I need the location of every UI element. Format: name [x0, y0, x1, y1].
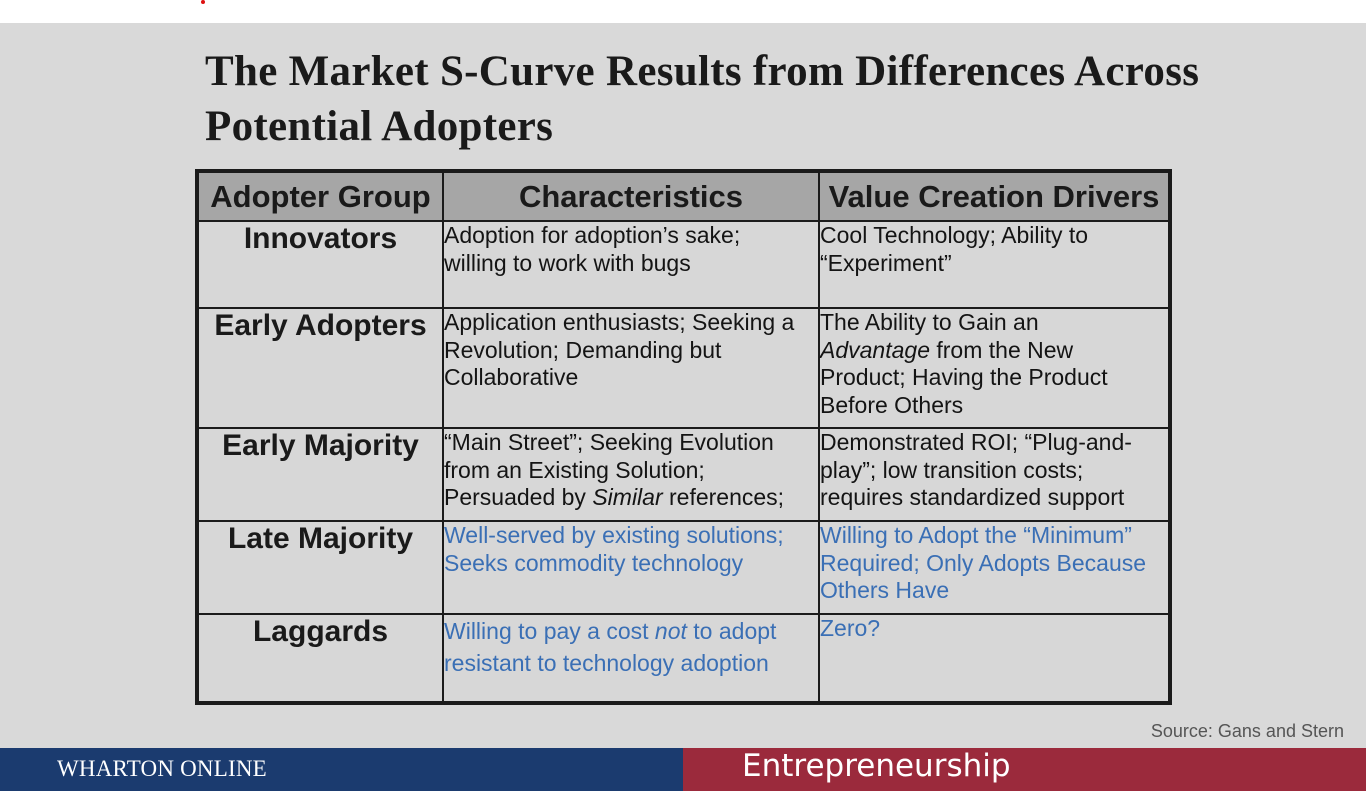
cell-line: Collaborative — [444, 364, 579, 390]
cell-line: The Ability to Gain an — [820, 309, 1039, 335]
cell-line: “Experiment” — [820, 249, 952, 276]
drivers-cell: Willing to Adopt the “Minimum” Required;… — [818, 520, 1171, 615]
group-cell: Late Majority — [196, 520, 444, 615]
cell-line: Willing to pay a cost not to adopt — [444, 615, 818, 647]
group-cell: Innovators — [196, 220, 444, 309]
group-cell: Early Majority — [196, 427, 444, 522]
slide-title: The Market S-Curve Results from Differen… — [205, 48, 1200, 150]
drivers-cell: Zero? — [818, 613, 1171, 704]
top-bar — [0, 0, 1366, 23]
cell-line: play”; low transition costs; — [820, 456, 1084, 483]
cell-text: Willing to pay a cost — [444, 618, 655, 644]
header-characteristics: Characteristics — [442, 170, 820, 222]
table-row: Early Adopters Application enthusiasts; … — [196, 307, 1171, 429]
cell-line: Willing to Adopt the “Minimum” — [820, 522, 1132, 548]
footer-course-label: Entrepreneurship — [742, 748, 1011, 784]
cell-line: Required; Only Adopts Because — [820, 549, 1147, 576]
header-value-creation-drivers: Value Creation Drivers — [818, 170, 1171, 222]
cell-text: from the New — [929, 336, 1074, 363]
cell-line: from an Existing Solution; — [444, 456, 705, 483]
cell-line: Others Have — [820, 577, 950, 603]
drivers-cell: Cool Technology; Ability to “Experiment” — [818, 220, 1171, 309]
cell-line: Cool Technology; Ability to — [820, 222, 1089, 248]
cell-line: Well-served by existing solutions; — [444, 522, 784, 548]
table-row: Late Majority Well-served by existing so… — [196, 520, 1171, 615]
header-adopter-group: Adopter Group — [196, 170, 444, 222]
table-row: Early Majority “Main Street”; Seeking Ev… — [196, 427, 1171, 522]
characteristics-cell: Well-served by existing solutions; Seeks… — [442, 520, 820, 615]
cell-line: Seeks commodity technology — [444, 549, 744, 576]
cell-text: references; — [662, 484, 785, 510]
adopter-table: Adopter Group Characteristics Value Crea… — [195, 169, 1172, 705]
drivers-cell: The Ability to Gain an Advantage from th… — [818, 307, 1171, 429]
cell-line: Zero? — [820, 615, 881, 641]
cell-line: Revolution; Demanding but — [444, 336, 722, 363]
table-header-row: Adopter Group Characteristics Value Crea… — [196, 170, 1171, 222]
cell-text: to adopt — [686, 618, 777, 644]
cell-line: Before Others — [820, 391, 964, 418]
group-cell: Laggards — [196, 613, 444, 704]
characteristics-cell: Adoption for adoption’s sake; willing to… — [442, 220, 820, 309]
source-caption: Source: Gans and Stern — [1150, 721, 1344, 741]
cell-line: “Main Street”; Seeking Evolution — [444, 429, 774, 455]
characteristics-cell: Application enthusiasts; Seeking a Revol… — [442, 307, 820, 429]
emphasis-text: Advantage — [820, 336, 930, 363]
cell-line: requires standardized support — [820, 484, 1125, 510]
footer-course-bar: Entrepreneurship — [683, 748, 1366, 791]
cell-line: Demonstrated ROI; “Plug-and- — [820, 429, 1132, 455]
drivers-cell: Demonstrated ROI; “Plug-and- play”; low … — [818, 427, 1171, 522]
cell-text: Persuaded by — [444, 484, 593, 510]
cell-line: willing to work with bugs — [444, 249, 691, 276]
cell-line: Persuaded by Similar references; — [444, 484, 818, 512]
characteristics-cell: Willing to pay a cost not to adopt resis… — [442, 613, 820, 704]
cell-line: resistant to technology adoption — [444, 650, 769, 676]
cell-line: Adoption for adoption’s sake; — [444, 222, 741, 248]
cell-line: Advantage from the New — [820, 337, 1168, 365]
footer-brand-bar: WHARTON ONLINE — [0, 748, 683, 791]
table-row: Innovators Adoption for adoption’s sake;… — [196, 220, 1171, 309]
footer-brand-label: WHARTON ONLINE — [57, 756, 267, 781]
group-cell: Early Adopters — [196, 307, 444, 429]
emphasis-text: Similar — [592, 484, 663, 510]
characteristics-cell: “Main Street”; Seeking Evolution from an… — [442, 427, 820, 522]
table-row: Laggards Willing to pay a cost not to ad… — [196, 613, 1171, 704]
recording-dot-icon — [201, 0, 205, 4]
cell-line: Application enthusiasts; Seeking a — [444, 309, 795, 335]
cell-line: Product; Having the Product — [820, 364, 1108, 390]
emphasis-text: not — [654, 618, 687, 644]
